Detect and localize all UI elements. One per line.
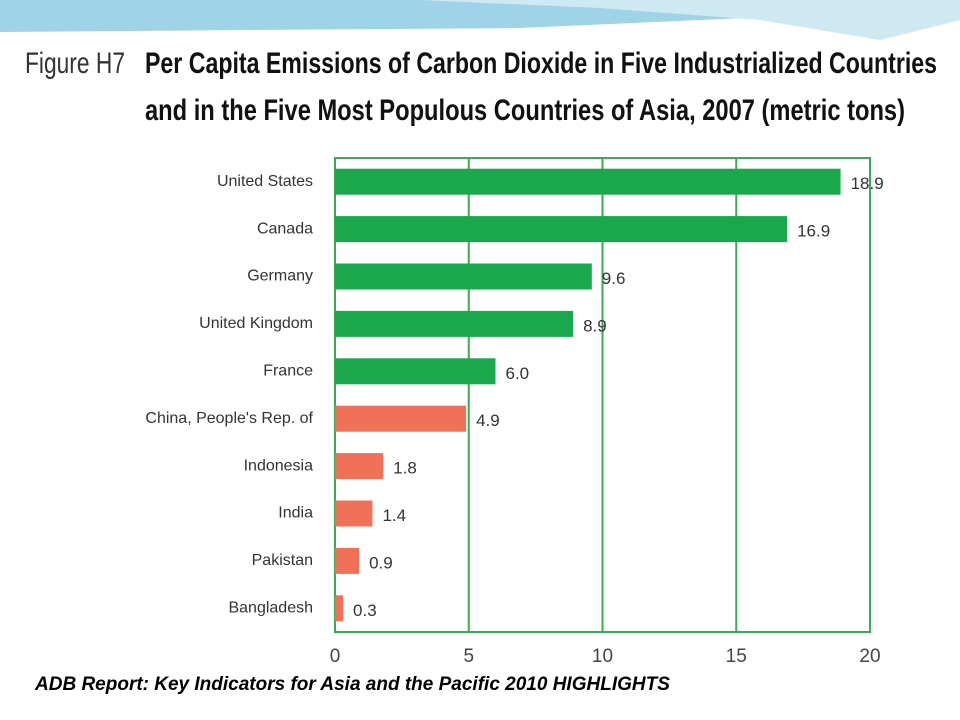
x-tick-label: 10 — [592, 646, 613, 667]
bar — [335, 453, 384, 480]
bar — [335, 168, 841, 195]
source-note: ADB Report: Key Indicators for Asia and … — [34, 674, 670, 695]
value-label: 0.9 — [369, 553, 393, 572]
value-label: 1.4 — [382, 506, 406, 525]
value-label: 18.9 — [851, 174, 884, 193]
x-tick-label: 5 — [463, 646, 474, 667]
y-tick-label: United Kingdom — [199, 315, 313, 332]
y-tick-label: United States — [217, 173, 313, 190]
x-tick-label: 20 — [859, 646, 880, 667]
value-label: 8.9 — [583, 316, 607, 335]
y-tick-label: India — [278, 505, 313, 522]
value-label: 6.0 — [506, 364, 530, 383]
bar — [335, 405, 467, 432]
bar — [335, 500, 373, 527]
x-tick-label: 0 — [330, 646, 341, 667]
chart-title: Per Capita Emissions of Carbon Dioxide i… — [145, 47, 937, 80]
bar — [335, 216, 788, 243]
value-label: 16.9 — [797, 222, 830, 241]
y-tick-label: China, People's Rep. of — [145, 410, 313, 427]
bar — [335, 595, 344, 622]
y-tick-label: Germany — [247, 268, 313, 285]
y-tick-label: France — [263, 363, 313, 380]
value-label: 1.8 — [393, 459, 417, 478]
y-tick-label: Pakistan — [252, 552, 313, 569]
bar — [335, 358, 496, 385]
value-label: 9.6 — [602, 269, 626, 288]
y-tick-label: Canada — [257, 220, 313, 237]
x-tick-label: 15 — [726, 646, 747, 667]
value-label: 4.9 — [476, 411, 500, 430]
bar — [335, 263, 592, 290]
y-tick-label: Indonesia — [244, 457, 313, 474]
chart-title: and in the Five Most Populous Countries … — [145, 94, 905, 127]
plot-frame — [334, 157, 871, 633]
bar — [335, 310, 574, 337]
value-label: 0.3 — [353, 601, 377, 620]
figure-label: Figure H7 — [25, 47, 125, 80]
header-swoosh — [420, 0, 960, 40]
bar — [335, 547, 360, 574]
y-tick-label: Bangladesh — [228, 600, 313, 617]
